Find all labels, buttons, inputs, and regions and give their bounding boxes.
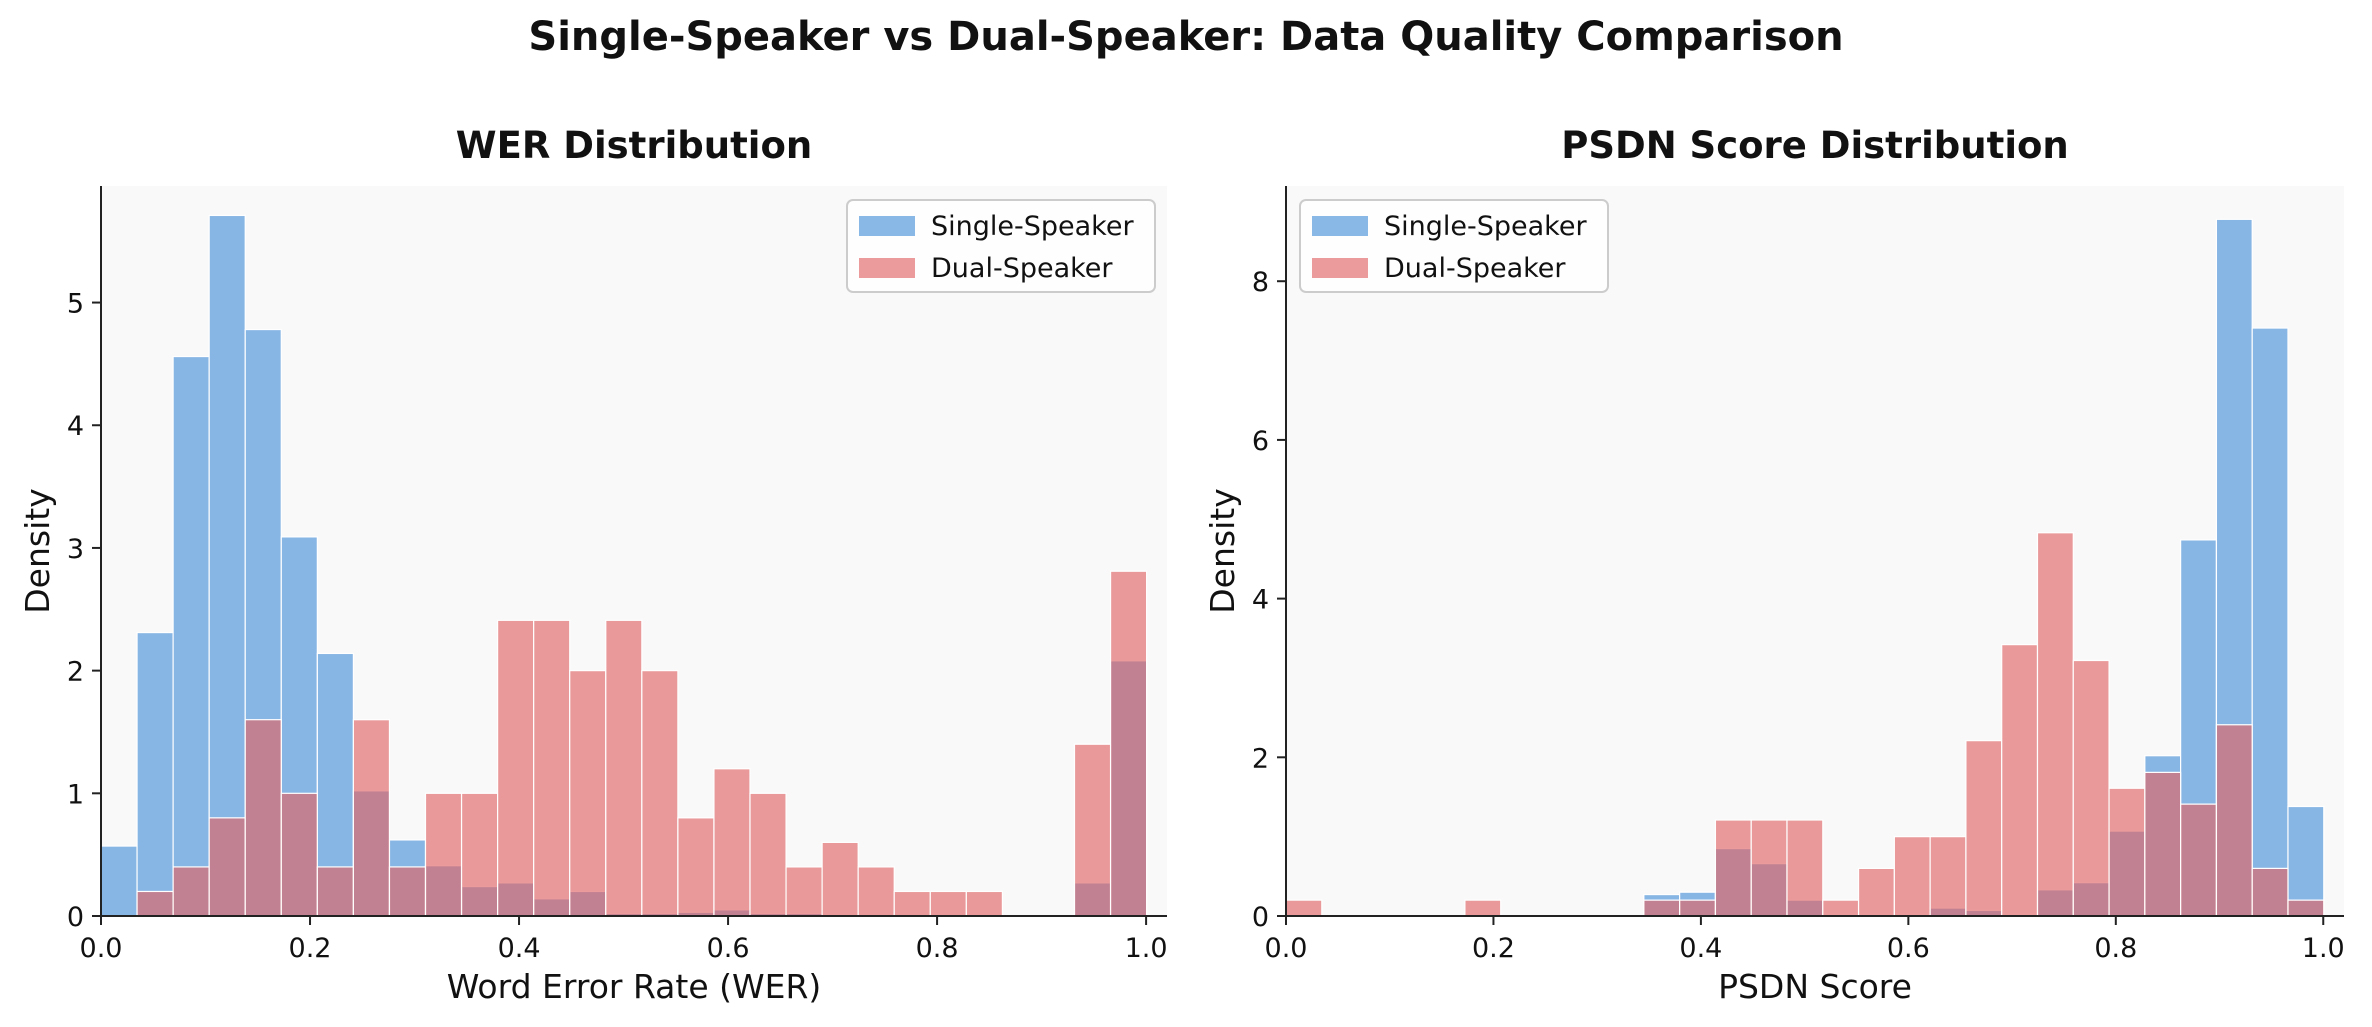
dual-speaker-bar: [1857, 867, 1895, 917]
dual-speaker-bar: [785, 866, 823, 917]
dual-speaker-bar: [280, 792, 318, 917]
legend-swatch-dual-speaker: [1312, 258, 1368, 278]
x-tick-label: 0.0: [80, 933, 123, 964]
dual-speaker-bar: [316, 866, 354, 917]
panel-title: PSDN Score Distribution: [1561, 124, 2069, 167]
dual-speaker-bar: [821, 841, 859, 917]
single-speaker-bar: [172, 355, 210, 917]
bars: [1285, 218, 2325, 917]
dual-speaker-bar: [1679, 899, 1717, 917]
x-tick-label: 1.0: [1125, 933, 1168, 964]
x-tick-label: 0.0: [1265, 933, 1308, 964]
dual-speaker-bar: [1464, 899, 1502, 917]
dual-speaker-bar: [1714, 819, 1752, 917]
y-tick-label: 2: [67, 657, 84, 688]
dual-speaker-bar: [1285, 899, 1323, 917]
y-tick-label: 4: [1252, 585, 1269, 616]
dual-speaker-bar: [569, 670, 607, 917]
single-speaker-bar: [208, 214, 246, 917]
dual-speaker-bar: [424, 792, 463, 917]
bars: [100, 214, 1148, 917]
dual-speaker-bar: [2108, 787, 2146, 917]
x-tick-label: 0.4: [498, 933, 541, 964]
legend-swatch-dual-speaker: [859, 258, 915, 278]
y-tick-label: 3: [67, 534, 84, 565]
dual-speaker-bar: [460, 792, 499, 917]
dual-speaker-bar: [136, 890, 174, 917]
y-tick-label: 2: [1252, 743, 1269, 774]
single-speaker-bar: [2251, 327, 2289, 917]
y-axis-label: Density: [18, 488, 57, 613]
dual-speaker-bar: [929, 890, 967, 917]
dual-speaker-bar: [497, 619, 535, 917]
x-tick-label: 0.6: [707, 933, 750, 964]
dual-speaker-bar: [352, 719, 391, 917]
single-speaker-bar: [100, 845, 138, 917]
dual-speaker-bar: [2072, 659, 2110, 917]
x-tick-label: 0.2: [1472, 933, 1515, 964]
dual-speaker-bar: [2251, 867, 2289, 917]
y-tick-label: 8: [1252, 267, 1269, 298]
dual-speaker-bar: [2144, 771, 2182, 917]
dual-speaker-bar: [1965, 740, 2003, 917]
x-tick-label: 0.8: [916, 933, 959, 964]
dual-speaker-bar: [2287, 899, 2325, 917]
y-tick-label: 1: [67, 779, 84, 810]
dual-speaker-bar: [857, 866, 895, 917]
x-tick-label: 0.6: [1887, 933, 1930, 964]
x-tick-label: 0.8: [2094, 933, 2137, 964]
legend: [846, 199, 1156, 293]
dual-speaker-bar: [1750, 819, 1788, 917]
dual-speaker-bar: [893, 890, 931, 917]
dual-speaker-bar: [1929, 836, 1967, 917]
y-tick-label: 4: [67, 411, 84, 442]
single-speaker-bar: [2287, 805, 2325, 917]
dual-speaker-bar: [965, 890, 1003, 917]
y-tick-label: 0: [1252, 902, 1269, 933]
legend-swatch-single-speaker: [1312, 216, 1368, 236]
dual-speaker-bar: [244, 719, 282, 917]
dual-speaker-bar: [749, 792, 787, 917]
legend-label-single-speaker: Single-Speaker: [1384, 211, 1587, 242]
dual-speaker-bar: [1109, 570, 1148, 917]
dual-speaker-bar: [1893, 836, 1931, 917]
x-tick-label: 0.2: [289, 933, 332, 964]
legend-label-dual-speaker: Dual-Speaker: [931, 253, 1113, 284]
dual-speaker-bar: [1786, 819, 1824, 917]
dual-speaker-bar: [713, 768, 751, 917]
dual-speaker-bar: [1643, 899, 1681, 917]
figure-title: Single-Speaker vs Dual-Speaker: Data Qua…: [528, 14, 1843, 60]
y-tick-label: 6: [1252, 426, 1269, 457]
dual-speaker-bar: [2215, 724, 2253, 917]
legend-label-single-speaker: Single-Speaker: [931, 211, 1134, 242]
x-tick-label: 1.0: [2302, 933, 2345, 964]
dual-speaker-bar: [2001, 644, 2039, 917]
panel-title: WER Distribution: [456, 124, 812, 167]
x-tick-label: 0.4: [1679, 933, 1722, 964]
dual-speaker-bar: [1073, 743, 1112, 917]
dual-speaker-bar: [605, 619, 643, 917]
x-axis-label: PSDN Score: [1718, 967, 1912, 1006]
dual-speaker-bar: [641, 670, 679, 917]
dual-speaker-bar: [1822, 899, 1860, 917]
legend-label-dual-speaker: Dual-Speaker: [1384, 253, 1566, 284]
dual-speaker-bar: [388, 866, 427, 917]
single-speaker-bar: [136, 631, 174, 917]
dual-speaker-bar: [172, 866, 210, 917]
legend: [1299, 199, 1609, 293]
dual-speaker-bar: [677, 817, 715, 917]
x-axis-label: Word Error Rate (WER): [447, 967, 822, 1006]
wer-distribution-panel: WER Distribution Word Error Rate (WER) D…: [18, 124, 1168, 1006]
y-tick-label: 5: [67, 289, 84, 320]
dual-speaker-bar: [533, 619, 571, 917]
y-tick-label: 0: [67, 902, 84, 933]
dual-speaker-bar: [2180, 803, 2218, 917]
y-axis-label: Density: [1203, 488, 1242, 613]
psdn-score-distribution-panel: PSDN Score Distribution PSDN Score Densi…: [1203, 124, 2345, 1006]
dual-speaker-bar: [2036, 532, 2074, 917]
legend-swatch-single-speaker: [859, 216, 915, 236]
dual-speaker-bar: [208, 817, 246, 917]
